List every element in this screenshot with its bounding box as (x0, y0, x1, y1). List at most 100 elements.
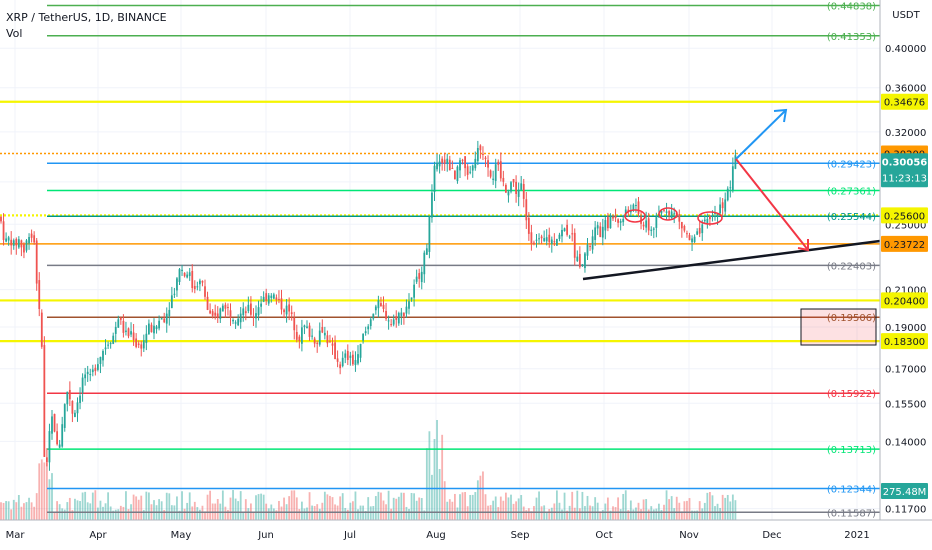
candle-body-65 (165, 313, 168, 324)
candle-body-209 (533, 242, 535, 245)
candle-body-39 (99, 356, 102, 364)
volume-bar-157 (400, 492, 403, 520)
candle-body-85 (216, 313, 219, 318)
volume-bar-31 (79, 501, 81, 520)
candle-body-45 (114, 326, 117, 334)
volume-bar-53 (135, 496, 138, 520)
volume-bar-58 (148, 492, 150, 520)
volume-bar-156 (397, 496, 400, 520)
candle-body-150 (382, 304, 385, 309)
candle-body-174 (443, 159, 446, 164)
volume-bar-14 (35, 493, 38, 520)
x-tick-0: Mar (6, 530, 26, 541)
candle-body-288 (734, 155, 737, 169)
candle-body-94 (239, 313, 242, 323)
candle-body-207 (527, 217, 530, 234)
volume-bar-173 (441, 434, 444, 520)
y-tick-4: 0.25000 (885, 220, 926, 231)
volume-bar-150 (382, 500, 385, 520)
price-box-label-2: 0.34676 (884, 98, 925, 109)
volume-bar-228 (581, 491, 584, 520)
volume-bar-74 (188, 492, 191, 520)
volume-bar-196 (499, 496, 502, 520)
countdown-label: 11:23:13 (882, 173, 927, 184)
candle-body-189 (482, 153, 484, 155)
volume-bar-96 (244, 499, 247, 520)
volume-bar-282 (719, 507, 721, 520)
price-axis[interactable]: USDT0.400000.360000.320000.280000.250000… (879, 0, 932, 550)
volume-bar-272 (693, 510, 696, 520)
candle-body-172 (438, 161, 441, 167)
candle-body-222 (566, 224, 568, 235)
y-tick-6: 0.19000 (885, 323, 926, 334)
volume-bar-159 (405, 506, 408, 520)
candle-body-109 (278, 299, 280, 301)
volume-bar-8 (20, 506, 23, 520)
volume-bar-193 (492, 500, 495, 520)
candle-body-121 (308, 325, 311, 337)
candle-body-0 (0, 216, 2, 222)
volume-bar-269 (686, 500, 688, 520)
volume-bar-60 (153, 500, 155, 520)
candle-body-249 (635, 205, 637, 207)
volume-bar-40 (102, 506, 104, 520)
candle-body-267 (680, 222, 683, 229)
candle-body-71 (181, 269, 183, 271)
candle-body-215 (548, 234, 551, 243)
candle-body-187 (476, 147, 479, 162)
candle-body-133 (339, 364, 342, 369)
candle-body-31 (79, 395, 81, 403)
candle-body-218 (556, 239, 558, 246)
volume-bar-7 (17, 494, 20, 520)
volume-bar-225 (573, 507, 576, 520)
candle-body-141 (359, 343, 362, 358)
volume-bar-249 (635, 507, 637, 520)
volume-bar-81 (206, 494, 209, 520)
x-tick-8: Nov (679, 530, 699, 541)
volume-bar-38 (97, 507, 99, 520)
volume-bar-75 (191, 506, 194, 520)
candle-body-142 (362, 333, 364, 341)
volume-bar-160 (408, 508, 410, 520)
fib-label-0: (0.44838) (827, 1, 876, 12)
candle-body-192 (489, 170, 492, 177)
candle-body-38 (97, 364, 99, 370)
candle-body-73 (186, 274, 189, 278)
candle-body-62 (158, 320, 160, 329)
volume-bar-99 (252, 511, 255, 520)
candle-body-241 (614, 215, 617, 219)
volume-bar-34 (86, 502, 89, 520)
volume-indicator-label: Vol (6, 27, 23, 40)
volume-bar-5 (12, 499, 15, 520)
volume-bar-243 (619, 509, 622, 520)
time-axis[interactable]: Mar Apr May Jun Jul Aug Sep Oct Nov Dec 2021 (0, 519, 932, 541)
volume-bar-206 (525, 510, 528, 520)
candle-body-88 (224, 304, 227, 309)
volume-bar-239 (609, 510, 612, 520)
candle-body-127 (323, 332, 326, 336)
volume-bar-119 (303, 508, 306, 520)
candle-body-167 (425, 248, 428, 255)
candle-body-170 (433, 165, 436, 192)
volume-bar-148 (377, 491, 380, 520)
candle-body-152 (387, 320, 390, 322)
volume-bar-240 (612, 506, 614, 520)
volume-bar-93 (237, 501, 240, 520)
candle-body-273 (696, 231, 699, 235)
price-box-bg-8 (881, 235, 928, 252)
candle-body-34 (86, 371, 89, 375)
fib-label-7: (0.25544) (827, 212, 876, 223)
volume-bar-227 (578, 508, 581, 520)
volume-bar-176 (448, 499, 451, 520)
volume-bar-195 (497, 507, 500, 520)
candle-body-165 (420, 271, 423, 283)
candle-body-93 (237, 318, 240, 326)
candle-body-179 (456, 166, 459, 182)
candle-body-200 (510, 182, 512, 192)
volume-bar-276 (703, 502, 706, 520)
candle-body-100 (255, 313, 257, 319)
candle-body-50 (127, 328, 130, 337)
candle-body-158 (403, 313, 405, 317)
volume-bar-64 (163, 510, 166, 520)
